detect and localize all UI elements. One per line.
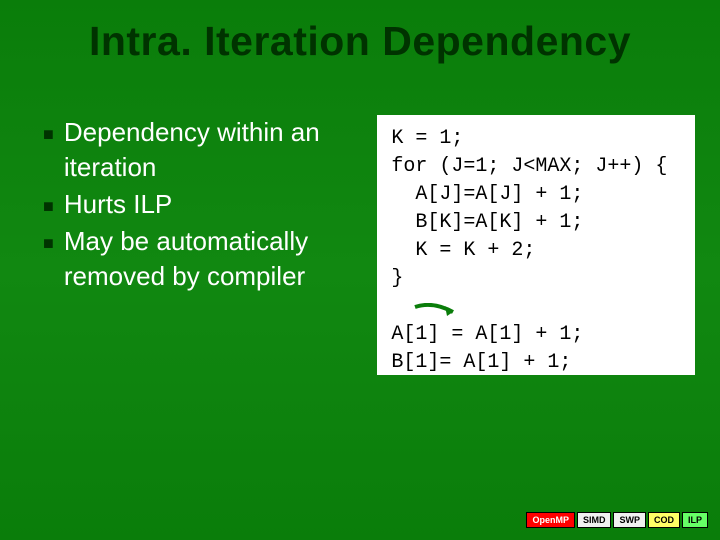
- code-line: B[K]=A[K] + 1;: [391, 211, 583, 234]
- badge-cod: COD: [648, 512, 680, 528]
- arrow-icon: [413, 303, 463, 321]
- code-line: A[J]=A[J] + 1;: [391, 183, 583, 206]
- code-block: K = 1; for (J=1; J<MAX; J++) { A[J]=A[J]…: [377, 115, 695, 375]
- code-line: K = K + 2;: [391, 239, 535, 262]
- list-item: ■ May be automatically removed by compil…: [25, 224, 362, 294]
- content-area: ■ Dependency within an iteration ■ Hurts…: [0, 65, 720, 375]
- list-item: ■ Hurts ILP: [25, 187, 362, 222]
- code-line: }: [391, 267, 403, 290]
- badge-simd: SIMD: [577, 512, 612, 528]
- code-line: for (J=1; J<MAX; J++) {: [391, 155, 667, 178]
- bullet-icon: ■: [43, 194, 54, 222]
- code-line: A[1] = A[1] + 1;: [391, 323, 583, 346]
- bullet-text: Dependency within an iteration: [64, 115, 362, 185]
- badge-swp: SWP: [613, 512, 646, 528]
- bullet-list: ■ Dependency within an iteration ■ Hurts…: [25, 115, 362, 375]
- badge-openmp: OpenMP: [526, 512, 575, 528]
- badge-ilp: ILP: [682, 512, 708, 528]
- slide-title: Intra. Iteration Dependency: [0, 0, 720, 65]
- bullet-icon: ■: [43, 122, 54, 185]
- badge-row: OpenMP SIMD SWP COD ILP: [526, 512, 708, 528]
- bullet-text: May be automatically removed by compiler: [64, 224, 362, 294]
- list-item: ■ Dependency within an iteration: [25, 115, 362, 185]
- code-line: K = 1;: [391, 127, 463, 150]
- code-line: B[1]= A[1] + 1;: [391, 351, 571, 374]
- bullet-text: Hurts ILP: [64, 187, 362, 222]
- bullet-icon: ■: [43, 231, 54, 294]
